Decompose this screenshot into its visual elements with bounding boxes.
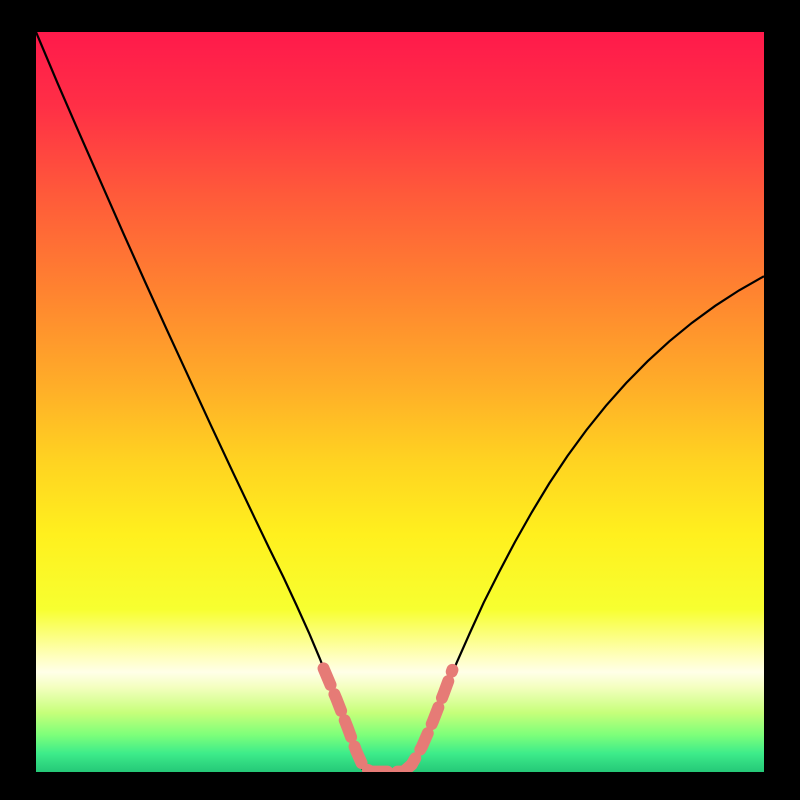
plot-area [36,32,764,772]
curve-left [36,32,365,772]
plot-frame [0,0,800,800]
curve-right [406,276,764,772]
overlay-right_salmon [404,670,453,772]
curve-layer [36,32,764,772]
overlay-left_salmon [324,668,371,771]
